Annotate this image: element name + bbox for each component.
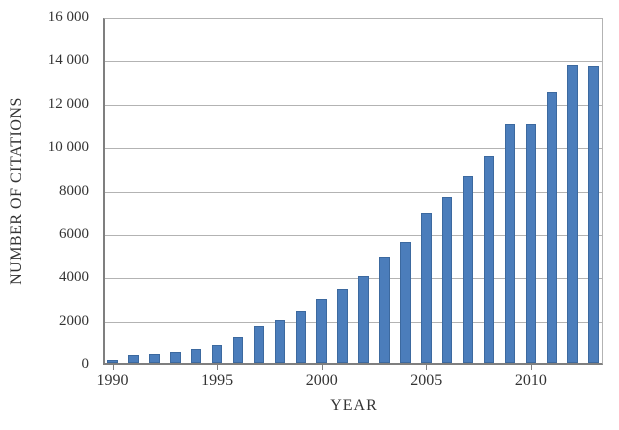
bar-2001 bbox=[337, 289, 348, 363]
x-tick-label: 2000 bbox=[305, 372, 338, 389]
gridline bbox=[105, 191, 602, 193]
bar-2004 bbox=[400, 242, 411, 363]
bar-1991 bbox=[128, 355, 139, 363]
x-tick bbox=[112, 365, 114, 370]
bar-2008 bbox=[483, 156, 495, 363]
bar-2005 bbox=[421, 213, 432, 363]
bar-2011 bbox=[546, 92, 558, 363]
bar-1995 bbox=[211, 345, 223, 363]
bar-2012 bbox=[567, 65, 578, 363]
gridline bbox=[105, 104, 602, 106]
x-tick-label: 2010 bbox=[514, 372, 547, 389]
x-tick bbox=[321, 365, 323, 370]
gridline bbox=[105, 234, 602, 236]
y-tick-label: 8000 bbox=[59, 182, 89, 199]
y-tick-label: 6000 bbox=[59, 225, 89, 242]
gridline bbox=[105, 278, 602, 280]
bar-1990 bbox=[107, 360, 118, 363]
bar-1997 bbox=[253, 326, 265, 363]
y-tick-label: 10 000 bbox=[47, 139, 89, 156]
gridline bbox=[105, 321, 602, 323]
y-tick-label: 0 bbox=[81, 356, 90, 372]
y-tick-label: 14 000 bbox=[47, 52, 89, 69]
plot-area bbox=[103, 18, 603, 365]
y-axis-title: NUMBER OF CITATIONS bbox=[8, 97, 25, 285]
y-tick-label: 2000 bbox=[59, 312, 89, 329]
gridline bbox=[105, 61, 602, 63]
bar-2003 bbox=[379, 257, 390, 363]
bar-2007 bbox=[462, 176, 474, 363]
bar-2006 bbox=[441, 197, 453, 363]
bar-1999 bbox=[295, 311, 307, 363]
x-axis-title: YEAR bbox=[330, 397, 378, 414]
x-tick bbox=[217, 365, 219, 370]
bar-2009 bbox=[504, 124, 516, 363]
bar-2010 bbox=[525, 124, 537, 363]
y-tick-label: 12 000 bbox=[47, 95, 89, 112]
bar-1996 bbox=[232, 337, 244, 363]
bar-2000 bbox=[316, 299, 327, 363]
bar-1994 bbox=[190, 349, 202, 363]
x-tick-label: 1995 bbox=[201, 372, 234, 389]
x-tick-label: 1990 bbox=[96, 372, 129, 389]
x-tick-label: 2005 bbox=[410, 372, 443, 389]
bar-2013 bbox=[588, 66, 599, 363]
y-tick-label: 16 000 bbox=[47, 9, 89, 25]
gridline bbox=[105, 148, 602, 150]
bar-1998 bbox=[274, 320, 286, 363]
x-tick bbox=[426, 365, 428, 370]
y-tick-label: 4000 bbox=[59, 269, 89, 286]
x-tick bbox=[530, 365, 532, 370]
bar-2002 bbox=[358, 276, 369, 363]
bar-1992 bbox=[149, 354, 160, 363]
bar-1993 bbox=[170, 352, 181, 363]
